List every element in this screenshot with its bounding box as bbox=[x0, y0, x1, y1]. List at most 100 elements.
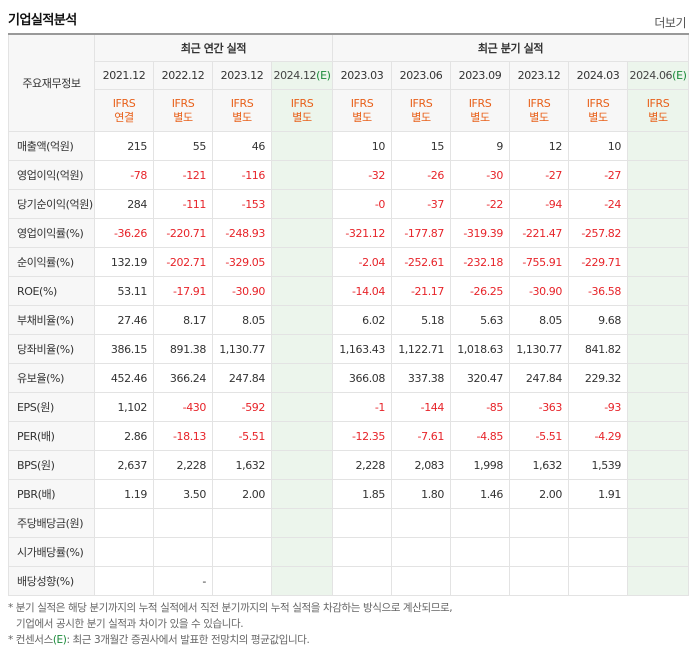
period-label: 2022.12 bbox=[161, 69, 205, 82]
table-cell: -232.18 bbox=[450, 247, 510, 277]
table-cell: -111 bbox=[153, 189, 213, 219]
table-cell: 215 bbox=[94, 131, 154, 161]
table-cell: 1,130.77 bbox=[212, 334, 272, 364]
table-cell: 6.02 bbox=[332, 305, 392, 335]
period-label: 2024.03 bbox=[576, 69, 620, 82]
table-cell: 2.00 bbox=[509, 479, 569, 509]
table-row: EPS(원) 1,102 -430 -592 -1 -144 -85 -363 -93 bbox=[8, 392, 689, 422]
table-cell bbox=[94, 566, 154, 596]
table-cell: -85 bbox=[450, 392, 510, 422]
table-cell: -0 bbox=[332, 189, 392, 219]
table-cell: 1,632 bbox=[212, 450, 272, 480]
table-row: PBR(배) 1.19 3.50 2.00 1.85 1.80 1.46 2.00 1.91 bbox=[8, 479, 689, 509]
table-cell: -755.91 bbox=[509, 247, 569, 277]
table-cell bbox=[627, 276, 689, 306]
table-cell bbox=[94, 508, 154, 538]
table-cell: -248.93 bbox=[212, 218, 272, 248]
row-label: PER(배) bbox=[8, 421, 95, 451]
table-cell: 1,122.71 bbox=[391, 334, 451, 364]
footnote-2-prefix: * 컨센서스 bbox=[8, 634, 53, 646]
table-cell: -27 bbox=[568, 160, 628, 190]
period-header: 2024.06(E) bbox=[627, 61, 689, 90]
table-cell: 247.84 bbox=[509, 363, 569, 393]
table-cell: 9 bbox=[450, 131, 510, 161]
row-label: BPS(원) bbox=[8, 450, 95, 480]
table-cell bbox=[627, 479, 689, 509]
footnote-2-estimate-mark: (E) bbox=[52, 634, 67, 646]
period-label: 2023.12 bbox=[220, 69, 264, 82]
table-row: 배당성향(%) - bbox=[8, 566, 689, 596]
table-cell bbox=[332, 566, 392, 596]
period-label: 2023.09 bbox=[458, 69, 502, 82]
ifrs-standard: IFRS bbox=[646, 96, 670, 110]
table-cell: 452.46 bbox=[94, 363, 154, 393]
table-cell: -37 bbox=[391, 189, 451, 219]
ifrs-header: IFRS 별도 bbox=[332, 89, 392, 132]
table-row: 영업이익(억원) -78 -121 -116 -32 -26 -30 -27 -27 bbox=[8, 160, 689, 190]
table-cell: 46 bbox=[212, 131, 272, 161]
table-cell bbox=[627, 450, 689, 480]
table-cell: -121 bbox=[153, 160, 213, 190]
table-cell: -26 bbox=[391, 160, 451, 190]
table-cell bbox=[271, 450, 333, 480]
table-cell bbox=[568, 566, 628, 596]
table-cell bbox=[627, 189, 689, 219]
row-label: EPS(원) bbox=[8, 392, 95, 422]
ifrs-type: 별도 bbox=[411, 110, 431, 124]
table-cell: -36.26 bbox=[94, 218, 154, 248]
more-link[interactable]: 더보기 bbox=[654, 16, 686, 30]
table-cell bbox=[153, 508, 213, 538]
table-cell: -93 bbox=[568, 392, 628, 422]
ifrs-type: 별도 bbox=[588, 110, 608, 124]
table-cell bbox=[627, 131, 689, 161]
table-cell: 55 bbox=[153, 131, 213, 161]
section-title: 기업실적분석 bbox=[8, 13, 77, 28]
table-cell: -94 bbox=[509, 189, 569, 219]
table-cell bbox=[212, 537, 272, 567]
table-cell: 15 bbox=[391, 131, 451, 161]
table-row: BPS(원) 2,637 2,228 1,632 2,228 2,083 1,998 1,63… bbox=[8, 450, 689, 480]
table-cell bbox=[509, 508, 569, 538]
table-cell: -21.17 bbox=[391, 276, 451, 306]
table-cell: -153 bbox=[212, 189, 272, 219]
ifrs-header: IFRS 별도 bbox=[450, 89, 510, 132]
period-header: 2023.09 bbox=[450, 61, 510, 90]
table-cell bbox=[271, 247, 333, 277]
table-cell: -7.61 bbox=[391, 421, 451, 451]
table-row: 영업이익률(%) -36.26 -220.71 -248.93 -321.12 -177.… bbox=[8, 218, 689, 248]
table-cell bbox=[271, 218, 333, 248]
estimate-mark: (E) bbox=[672, 69, 687, 82]
table-cell bbox=[450, 537, 510, 567]
table-cell bbox=[271, 537, 333, 567]
period-header: 2023.12 bbox=[212, 61, 272, 90]
quarter-group-header: 최근 분기 실적 bbox=[332, 33, 689, 62]
row-label: PBR(배) bbox=[8, 479, 95, 509]
table-cell bbox=[627, 392, 689, 422]
ifrs-standard: IFRS bbox=[290, 96, 314, 110]
period-header: 2023.12 bbox=[509, 61, 569, 90]
ifrs-standard: IFRS bbox=[468, 96, 492, 110]
ifrs-header: IFRS 별도 bbox=[391, 89, 451, 132]
row-label: 부채비율(%) bbox=[8, 305, 95, 335]
table-cell: -319.39 bbox=[450, 218, 510, 248]
ifrs-type: 연결 bbox=[114, 110, 134, 124]
table-cell: -177.87 bbox=[391, 218, 451, 248]
table-cell: 2,228 bbox=[153, 450, 213, 480]
ifrs-type: 별도 bbox=[173, 110, 193, 124]
ifrs-header: IFRS 별도 bbox=[212, 89, 272, 132]
table-cell bbox=[391, 508, 451, 538]
ifrs-standard: IFRS bbox=[527, 96, 551, 110]
table-row: 주당배당금(원) bbox=[8, 508, 689, 538]
table-cell: -257.82 bbox=[568, 218, 628, 248]
table-cell: 1.46 bbox=[450, 479, 510, 509]
period-header: 2023.06 bbox=[391, 61, 451, 90]
row-label: 배당성향(%) bbox=[8, 566, 95, 596]
table-row: 매출액(억원) 215 55 46 10 15 9 12 10 bbox=[8, 131, 689, 161]
table-cell: 366.08 bbox=[332, 363, 392, 393]
table-cell: 1,998 bbox=[450, 450, 510, 480]
table-cell: 337.38 bbox=[391, 363, 451, 393]
row-label: 당좌비율(%) bbox=[8, 334, 95, 364]
table-cell bbox=[450, 508, 510, 538]
ifrs-type: 별도 bbox=[352, 110, 372, 124]
